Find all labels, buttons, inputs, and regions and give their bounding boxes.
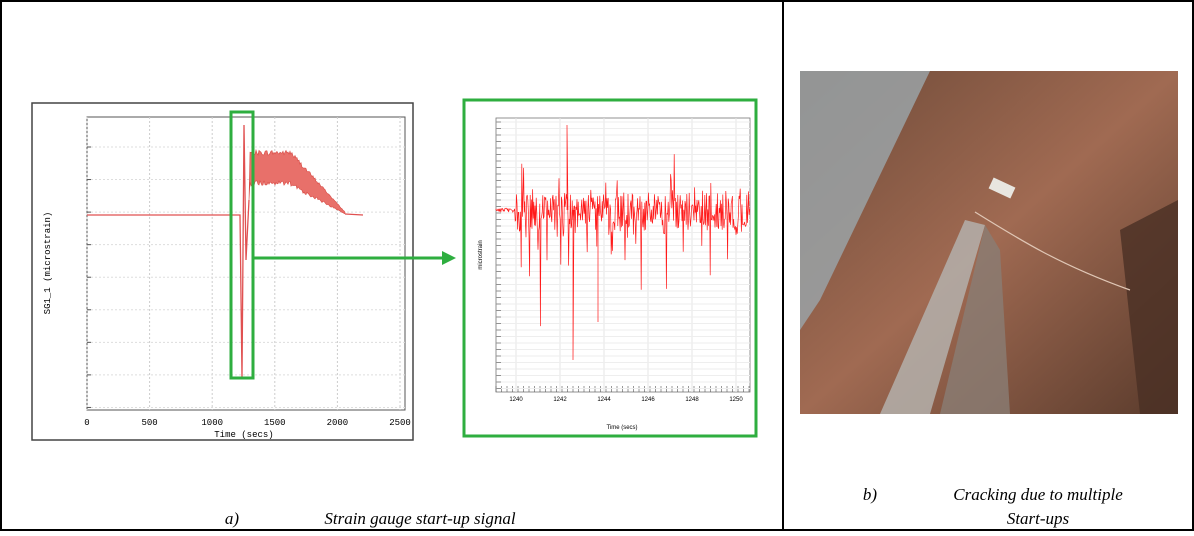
plot-area bbox=[86, 116, 406, 411]
x-tick-label: 1240 bbox=[509, 397, 523, 403]
signal bbox=[87, 124, 250, 379]
photo-shadow bbox=[1120, 200, 1178, 414]
plot-frame bbox=[31, 102, 414, 441]
x-tick-label: 1248 bbox=[685, 397, 699, 403]
signal bbox=[344, 213, 364, 216]
zoom-x-label: Time (secs) bbox=[606, 425, 637, 431]
x-tick-label: 1244 bbox=[597, 397, 611, 403]
crack-photo bbox=[800, 71, 1178, 414]
caption: Cracking due to multiple bbox=[953, 485, 1123, 504]
photo-tag bbox=[988, 177, 1016, 199]
caption-label: a) bbox=[225, 509, 240, 528]
photo-plate bbox=[880, 220, 985, 414]
signal-band bbox=[248, 148, 346, 215]
caption-label: b) bbox=[863, 485, 878, 504]
x-tick-label: 500 bbox=[141, 418, 157, 428]
zoom-box bbox=[229, 110, 255, 380]
x-tick-label: 0 bbox=[84, 418, 89, 428]
zoom-y-label: microstrain bbox=[478, 240, 484, 269]
caption: Start-ups bbox=[1007, 509, 1070, 528]
main-plot: Time (secs) SG1_1 (microstrain) 0 500 1000… bbox=[31, 102, 414, 441]
y-label: SG1_1 (microstrain) bbox=[43, 212, 53, 315]
photo-crack bbox=[974, 211, 1131, 291]
x-tick-label: 1246 bbox=[641, 397, 655, 403]
zoom-plot-area bbox=[495, 117, 751, 393]
photo-plate bbox=[800, 71, 930, 330]
x-tick-label: 2500 bbox=[389, 418, 411, 428]
photo-plate bbox=[940, 225, 1010, 414]
zoom-plot: Time (secs) microstrain 1240 1242 1244 1246… bbox=[462, 98, 758, 438]
x-label: Time (secs) bbox=[214, 430, 273, 440]
x-tick-label: 1500 bbox=[264, 418, 286, 428]
x-tick-label: 2000 bbox=[327, 418, 349, 428]
x-tick-label: 1000 bbox=[201, 418, 223, 428]
zoom-frame bbox=[462, 98, 758, 438]
arrow-head bbox=[442, 251, 456, 265]
x-tick-label: 1242 bbox=[553, 397, 567, 403]
caption: Strain gauge start-up signal bbox=[324, 509, 516, 528]
x-tick-label: 1250 bbox=[729, 397, 743, 403]
zoom-signal bbox=[495, 124, 751, 361]
